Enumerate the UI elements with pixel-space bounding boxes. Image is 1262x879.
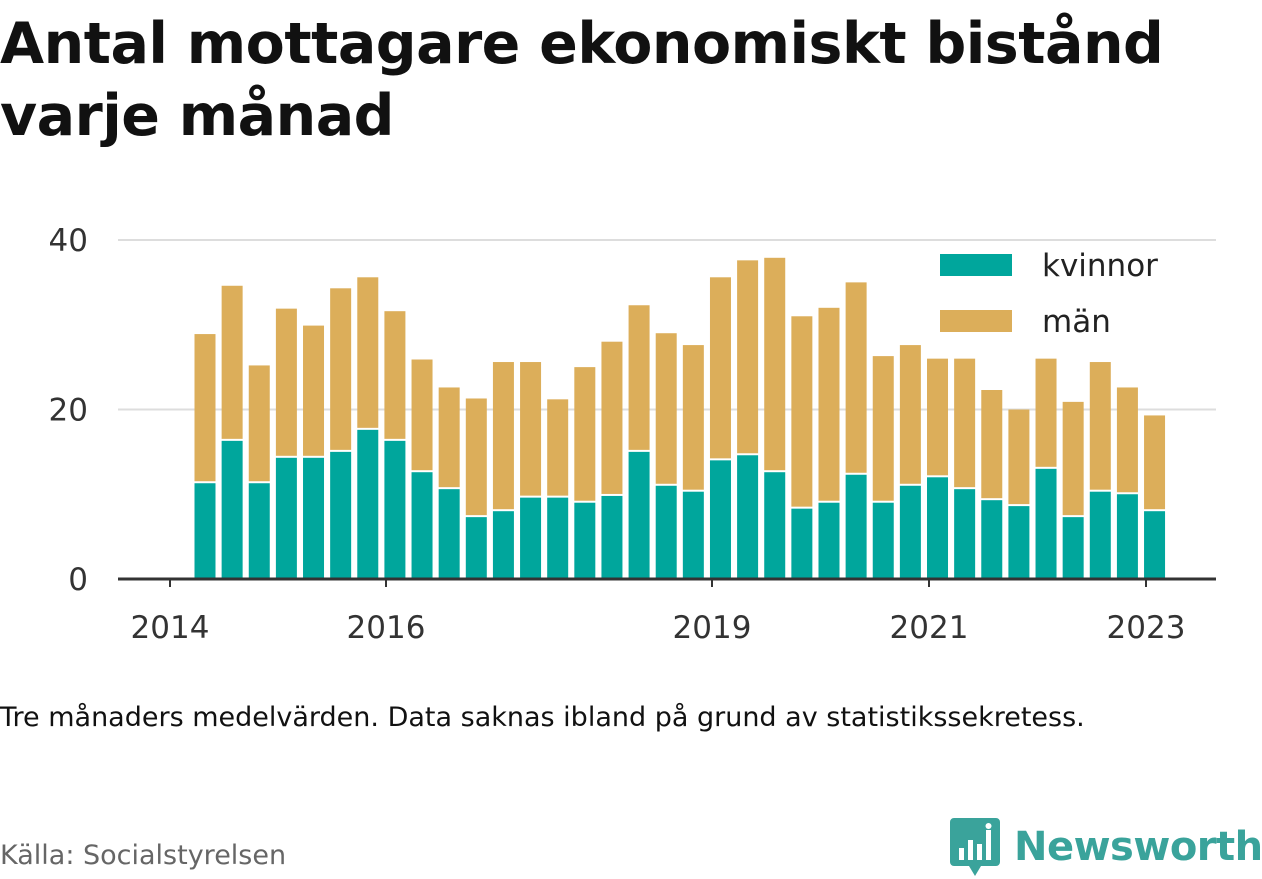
bar-kvinnor — [899, 485, 921, 579]
bar-kvinnor — [221, 440, 243, 579]
bar-kvinnor — [384, 440, 406, 579]
bar-man — [221, 285, 243, 439]
x-tick-label: 2019 — [673, 610, 752, 646]
x-tick-label: 2016 — [347, 610, 426, 646]
bar-man — [1035, 358, 1057, 467]
bar-man — [194, 334, 216, 482]
axes: 0 20 40 2014 2016 2019 2021 2023 — [49, 223, 1216, 646]
bar-kvinnor — [194, 483, 216, 579]
bar-man — [818, 307, 840, 501]
bar-kvinnor — [927, 477, 949, 579]
bar-man — [248, 365, 270, 482]
bar-man — [330, 288, 352, 450]
bar-man — [520, 362, 542, 496]
bar-man — [791, 316, 813, 507]
bar-man — [709, 277, 731, 459]
legend-swatch — [940, 310, 1012, 332]
brand-name: Newsworthy — [1014, 824, 1262, 870]
bar-kvinnor — [303, 457, 325, 579]
y-tick-label: 0 — [68, 562, 88, 598]
bar-man — [899, 345, 921, 484]
bar-kvinnor — [492, 511, 514, 579]
bar-man — [492, 362, 514, 510]
bar-man — [275, 308, 297, 456]
bar-man — [682, 345, 704, 490]
bar-kvinnor — [601, 495, 623, 579]
bar-man — [981, 390, 1003, 499]
bar-kvinnor — [845, 474, 867, 579]
x-tick-label: 2021 — [890, 610, 969, 646]
bar-man — [438, 387, 460, 488]
bar-kvinnor — [574, 502, 596, 579]
bar-man — [628, 305, 650, 450]
bar-kvinnor — [438, 489, 460, 579]
bar-man — [547, 399, 569, 496]
bar-man — [574, 367, 596, 501]
bar-kvinnor — [520, 497, 542, 579]
bar-kvinnor — [1144, 511, 1166, 579]
legend-label: kvinnor — [1042, 248, 1158, 284]
legend-label: män — [1042, 304, 1111, 340]
bar-man — [845, 282, 867, 473]
bar-kvinnor — [818, 502, 840, 579]
bar-man — [655, 333, 677, 484]
chart-note: Tre månaders medelvärden. Data saknas ib… — [0, 702, 1085, 733]
bar-man — [384, 311, 406, 439]
bar-kvinnor — [764, 472, 786, 579]
bar-kvinnor — [465, 517, 487, 579]
bars — [194, 257, 1166, 579]
bar-man — [954, 358, 976, 488]
legend-swatch — [940, 254, 1012, 276]
bar-kvinnor — [954, 489, 976, 579]
bar-kvinnor — [330, 451, 352, 579]
bar-man — [927, 358, 949, 476]
bar-man — [1089, 362, 1111, 490]
newsworthy-logo-icon — [950, 818, 1000, 876]
bar-man — [737, 260, 759, 454]
bar-kvinnor — [709, 460, 731, 579]
bar-man — [465, 398, 487, 516]
bar-man — [764, 257, 786, 471]
bar-kvinnor — [411, 472, 433, 579]
bar-kvinnor — [1035, 468, 1057, 579]
source-credit: Källa: Socialstyrelsen — [0, 840, 287, 871]
brand: Newsworthy — [950, 818, 1262, 876]
bar-man — [601, 341, 623, 494]
bar-kvinnor — [682, 491, 704, 579]
bar-man — [357, 277, 379, 428]
bar-kvinnor — [628, 451, 650, 579]
bar-kvinnor — [1008, 506, 1030, 579]
x-tick-label: 2023 — [1107, 610, 1186, 646]
bar-man — [1116, 387, 1138, 493]
bar-kvinnor — [248, 483, 270, 579]
bar-kvinnor — [872, 502, 894, 579]
bar-kvinnor — [1089, 491, 1111, 579]
bar-man — [1144, 415, 1166, 510]
y-tick-label: 20 — [49, 393, 88, 429]
bar-man — [872, 356, 894, 501]
bar-kvinnor — [791, 508, 813, 579]
bar-kvinnor — [1116, 494, 1138, 579]
bar-kvinnor — [547, 497, 569, 579]
bar-man — [1008, 409, 1030, 505]
x-tick-label: 2014 — [131, 610, 210, 646]
y-tick-label: 40 — [49, 223, 88, 259]
bar-man — [303, 325, 325, 456]
bar-kvinnor — [981, 500, 1003, 579]
bar-man — [1062, 401, 1084, 516]
bar-kvinnor — [357, 429, 379, 579]
legend: kvinnor män — [921, 242, 1192, 352]
bar-kvinnor — [275, 457, 297, 579]
bar-kvinnor — [737, 455, 759, 579]
stacked-bar-chart: 0 20 40 2014 2016 2019 2021 2023 kvinnor män — [49, 223, 1216, 646]
bar-man — [411, 359, 433, 471]
chart-title: Antal mottagare ekonomiskt bistånd varje… — [0, 11, 1164, 149]
bar-kvinnor — [655, 485, 677, 579]
bar-kvinnor — [1062, 517, 1084, 579]
